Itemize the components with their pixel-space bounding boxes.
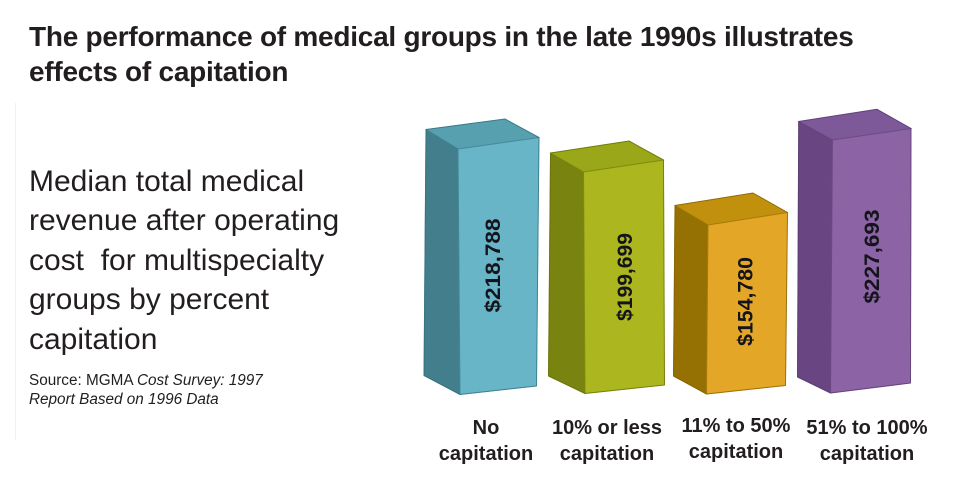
- svg-text:$227,693: $227,693: [860, 209, 884, 303]
- svg-text:$218,788: $218,788: [481, 218, 505, 312]
- svg-text:$199,699: $199,699: [613, 233, 637, 321]
- svg-text:$154,780: $154,780: [734, 257, 758, 346]
